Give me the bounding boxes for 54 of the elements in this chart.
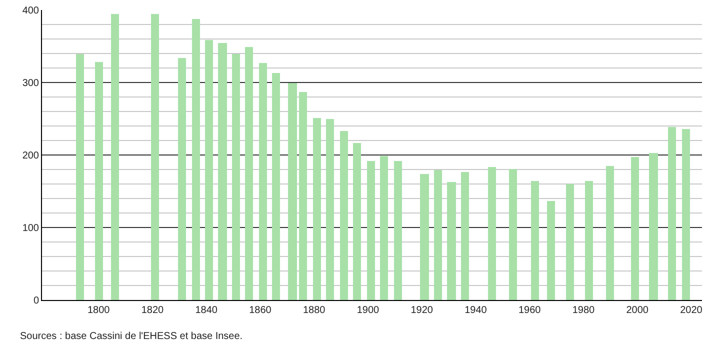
x-tick-label: 1940 xyxy=(464,305,488,316)
y-tick-label: 200 xyxy=(22,150,40,162)
bar xyxy=(394,161,402,300)
bar xyxy=(178,58,186,300)
x-tick-label: 1980 xyxy=(572,305,596,316)
bar xyxy=(205,40,213,300)
x-tick-label: 1800 xyxy=(87,305,110,316)
bar xyxy=(76,54,84,300)
bar xyxy=(218,43,227,300)
bar xyxy=(340,131,348,300)
x-tick-label: 1820 xyxy=(141,305,164,316)
x-tick-label: 1920 xyxy=(410,305,434,316)
bar xyxy=(245,47,253,300)
y-tick-label: 100 xyxy=(22,223,40,234)
x-tick-label: 1900 xyxy=(356,305,380,316)
bar xyxy=(326,119,334,300)
x-tick-label: 1880 xyxy=(302,305,326,316)
bar xyxy=(111,14,119,300)
x-tick-label: 1840 xyxy=(195,305,218,316)
bar xyxy=(367,161,375,300)
x-tick-label: 1860 xyxy=(249,305,272,316)
bar xyxy=(272,73,280,300)
bar xyxy=(95,62,103,300)
bar xyxy=(151,14,159,300)
y-tick-label: 300 xyxy=(22,78,40,89)
x-tick-label: 1960 xyxy=(518,305,542,316)
bar xyxy=(232,54,240,300)
bar xyxy=(192,19,200,300)
x-tick-label: 2000 xyxy=(626,305,649,316)
bar xyxy=(259,63,267,300)
x-tick-label: 2020 xyxy=(680,305,703,316)
bar xyxy=(631,157,639,300)
bar xyxy=(682,129,690,300)
y-tick-label: 400 xyxy=(22,6,40,16)
bar xyxy=(288,83,297,300)
bar xyxy=(585,181,593,300)
bar xyxy=(434,170,442,300)
bar xyxy=(353,143,361,300)
bar xyxy=(606,166,614,300)
bar xyxy=(547,201,555,300)
source-note: Sources : base Cassini de l'EHESS et base Insee. xyxy=(20,331,243,340)
bar xyxy=(649,153,658,300)
bar xyxy=(299,92,307,300)
bar xyxy=(668,127,676,300)
y-tick-label: 0 xyxy=(33,296,40,306)
bar xyxy=(488,167,496,300)
bar xyxy=(509,169,517,300)
bar xyxy=(420,174,429,300)
bar xyxy=(447,182,456,300)
bar xyxy=(566,184,574,300)
bar xyxy=(313,118,321,300)
bar xyxy=(461,172,469,300)
bar xyxy=(531,181,539,300)
bar xyxy=(380,156,388,300)
